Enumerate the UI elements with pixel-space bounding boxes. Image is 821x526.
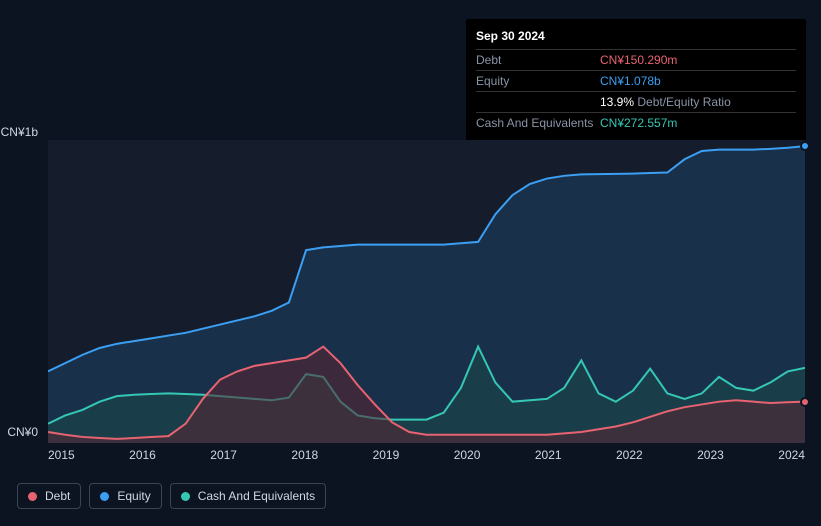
legend: Debt Equity Cash And Equivalents xyxy=(17,483,326,509)
tooltip-row: EquityCN¥1.078b xyxy=(476,70,796,91)
x-axis-tick-label: 2020 xyxy=(454,448,481,462)
tooltip-row-value: CN¥150.290m xyxy=(600,51,677,69)
legend-dot-icon xyxy=(28,492,37,501)
chart-svg xyxy=(48,140,805,443)
tooltip-row-value: 13.9% Debt/Equity Ratio xyxy=(600,93,731,111)
tooltip-row: DebtCN¥150.290m xyxy=(476,49,796,70)
legend-item-cash-and-equivalents[interactable]: Cash And Equivalents xyxy=(170,483,326,509)
x-axis-tick-label: 2022 xyxy=(616,448,643,462)
x-axis-tick-label: 2019 xyxy=(373,448,400,462)
plot-area[interactable] xyxy=(48,140,805,443)
tooltip-row-label: Equity xyxy=(476,72,600,90)
x-axis-labels: 2015 2016 2017 2018 2019 2020 2021 2022 2023 2024 xyxy=(48,448,805,462)
legend-dot-icon xyxy=(181,492,190,501)
y-axis-max-label: CN¥1b xyxy=(0,125,38,139)
tooltip-row-label xyxy=(476,93,600,111)
data-tooltip: Sep 30 2024 DebtCN¥150.290mEquityCN¥1.07… xyxy=(466,19,806,141)
legend-dot-icon xyxy=(100,492,109,501)
tooltip-date: Sep 30 2024 xyxy=(476,27,796,46)
tooltip-row-value: CN¥1.078b xyxy=(600,72,661,90)
end-marker-debt xyxy=(800,397,810,407)
y-axis-min-label: CN¥0 xyxy=(0,425,38,439)
x-axis-tick-label: 2024 xyxy=(778,448,805,462)
legend-item-equity[interactable]: Equity xyxy=(89,483,161,509)
x-axis-tick-label: 2023 xyxy=(697,448,724,462)
tooltip-row-suffix: Debt/Equity Ratio xyxy=(634,95,731,109)
x-axis-tick-label: 2017 xyxy=(210,448,237,462)
end-marker-equity xyxy=(800,141,810,151)
legend-label: Cash And Equivalents xyxy=(198,489,315,503)
tooltip-row: 13.9% Debt/Equity Ratio xyxy=(476,91,796,112)
legend-item-debt[interactable]: Debt xyxy=(17,483,81,509)
tooltip-rows: DebtCN¥150.290mEquityCN¥1.078b13.9% Debt… xyxy=(476,49,796,133)
x-axis-tick-label: 2018 xyxy=(291,448,318,462)
financials-chart: CN¥1b CN¥0 20152016201720182019202020212… xyxy=(17,125,805,510)
tooltip-row-label: Debt xyxy=(476,51,600,69)
x-axis-tick-label: 2021 xyxy=(535,448,562,462)
legend-label: Equity xyxy=(117,489,150,503)
x-axis-tick-label: 2016 xyxy=(129,448,156,462)
legend-label: Debt xyxy=(45,489,70,503)
x-axis-tick-label: 2015 xyxy=(48,448,75,462)
